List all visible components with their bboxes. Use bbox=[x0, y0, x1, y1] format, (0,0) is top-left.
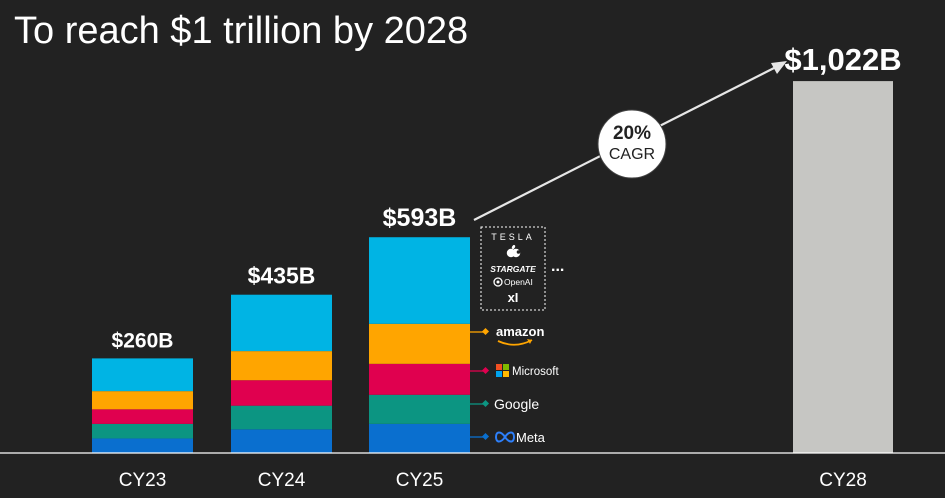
bar-cy25-meta bbox=[369, 423, 470, 453]
amazon-logo: amazon bbox=[496, 324, 544, 339]
cagr-value: 20% bbox=[613, 123, 651, 144]
bar-cy24-meta bbox=[231, 429, 332, 453]
legend-microsoft: Microsoft bbox=[470, 364, 559, 378]
bar-cy28-forecast bbox=[793, 81, 893, 453]
google-logo: Google bbox=[494, 396, 539, 412]
legend-meta: Meta bbox=[470, 430, 546, 445]
others-ellipsis: ... bbox=[551, 258, 564, 275]
x-tick-label-cy24: CY24 bbox=[258, 470, 306, 491]
openai-icon bbox=[493, 277, 503, 287]
apple-icon bbox=[506, 244, 521, 258]
cagr-badge: 20% CAGR bbox=[597, 109, 667, 179]
bar-cy24-google bbox=[231, 405, 332, 430]
meta-logo: Meta bbox=[516, 430, 546, 445]
cagr-label: CAGR bbox=[609, 146, 655, 163]
total-label-cy23: $260B bbox=[112, 329, 174, 352]
slide-title: To reach $1 trillion by 2028 bbox=[14, 10, 469, 52]
total-label-cy24: $435B bbox=[248, 263, 316, 289]
bar-cy23-amazon bbox=[92, 391, 193, 410]
bar-cy23-microsoft bbox=[92, 409, 193, 424]
legend-google: Google bbox=[470, 396, 539, 412]
stargate-logo: STARGATE bbox=[490, 264, 536, 274]
bar-cy23-others bbox=[92, 358, 193, 392]
bar-cy24-microsoft bbox=[231, 380, 332, 406]
bar-cy24-amazon bbox=[231, 351, 332, 381]
bar-cy25-others bbox=[369, 237, 470, 324]
total-label-cy28: $1,022B bbox=[784, 42, 901, 77]
microsoft-windows-icon bbox=[496, 364, 509, 377]
total-label-cy25: $593B bbox=[383, 204, 457, 232]
x-tick-label-cy25: CY25 bbox=[396, 470, 444, 491]
bar-cy25-amazon bbox=[369, 323, 470, 364]
bar-cy25-google bbox=[369, 394, 470, 424]
bar-cy24-others bbox=[231, 294, 332, 352]
legend-amazon: amazon bbox=[470, 324, 544, 346]
x-tick-label-cy23: CY23 bbox=[119, 470, 167, 491]
legend-others: TESLA STARGATE OpenAI xI ... bbox=[480, 226, 564, 311]
amazon-smile-icon bbox=[497, 339, 533, 346]
bar-cy23-google bbox=[92, 423, 193, 439]
tesla-logo: TESLA bbox=[491, 232, 535, 242]
meta-infinity-icon bbox=[494, 431, 516, 443]
bar-cy23-meta bbox=[92, 438, 193, 453]
openai-logo: OpenAI bbox=[504, 277, 533, 287]
bar-cy25-microsoft bbox=[369, 363, 470, 395]
microsoft-logo: Microsoft bbox=[512, 366, 559, 378]
xai-logo: xI bbox=[508, 290, 519, 305]
others-logo-box bbox=[480, 226, 546, 311]
x-tick-label-cy28: CY28 bbox=[819, 470, 867, 491]
